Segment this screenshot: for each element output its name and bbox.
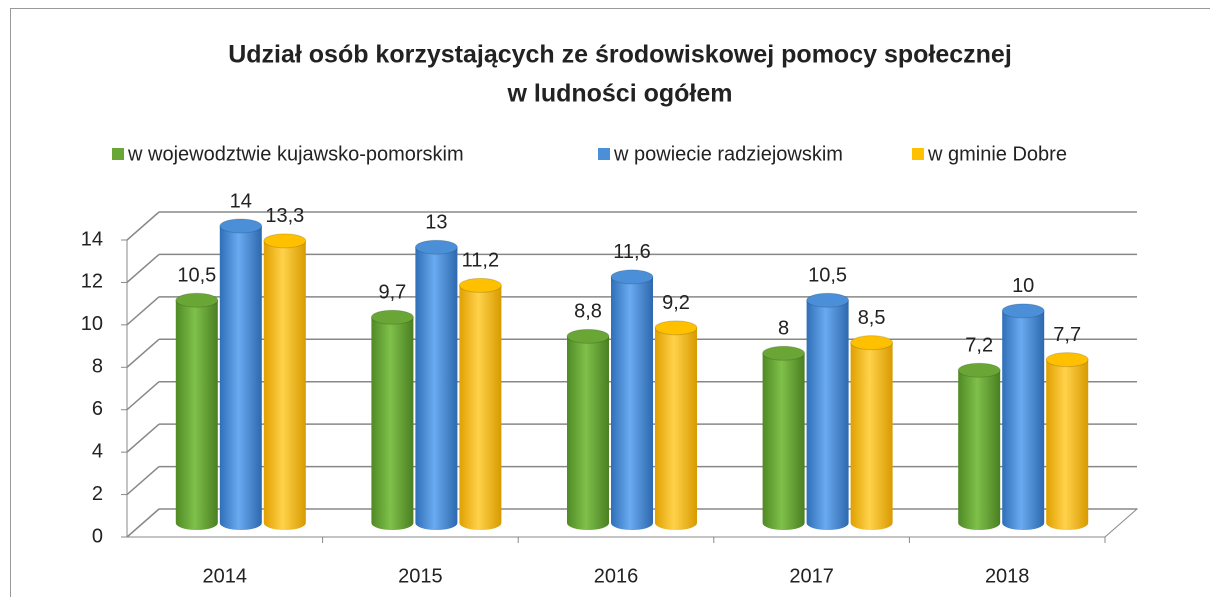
data-label: 10,5 xyxy=(808,265,847,287)
bar xyxy=(566,328,610,530)
bar xyxy=(1045,352,1089,530)
bar-top xyxy=(458,277,502,293)
bar-top xyxy=(806,292,850,308)
legend-swatch xyxy=(112,148,124,160)
legend-swatch xyxy=(912,148,924,160)
grid-line xyxy=(126,253,160,283)
bar-top xyxy=(1001,303,1045,319)
data-label: 14 xyxy=(230,190,252,212)
bar xyxy=(610,269,654,530)
data-label: 10,5 xyxy=(177,265,216,287)
bar-body xyxy=(567,336,609,530)
y-tick-label: 0 xyxy=(92,525,103,547)
bar xyxy=(370,309,414,530)
y-tick-label: 6 xyxy=(92,398,103,420)
grid-line xyxy=(126,508,160,538)
x-tick-label: 2015 xyxy=(398,565,443,587)
bar-top xyxy=(175,292,219,308)
y-tick-label: 14 xyxy=(81,228,103,250)
bar-top xyxy=(414,239,458,255)
data-label: 13 xyxy=(425,211,447,233)
bar-body xyxy=(655,327,697,530)
data-label: 7,7 xyxy=(1053,324,1081,346)
chart-title: Udział osób korzystających ze środowisko… xyxy=(228,41,1012,69)
bar xyxy=(458,277,502,530)
y-tick-label: 4 xyxy=(92,440,103,462)
y-tick-label: 10 xyxy=(81,313,103,335)
x-tick-label: 2017 xyxy=(789,565,834,587)
bar-body xyxy=(219,226,262,530)
bar xyxy=(957,362,1001,530)
grid-line xyxy=(126,466,160,496)
data-label: 8,5 xyxy=(858,307,886,329)
grid-line xyxy=(126,381,160,411)
bar-body xyxy=(371,317,414,530)
x-tick-label: 2014 xyxy=(203,565,248,587)
data-label: 7,2 xyxy=(965,335,993,357)
data-label: 10 xyxy=(1012,275,1034,297)
bar-body xyxy=(459,285,502,530)
bar-top xyxy=(1045,352,1089,368)
data-label: 13,3 xyxy=(265,205,304,227)
data-label: 9,2 xyxy=(662,292,690,314)
bar xyxy=(806,292,850,530)
y-tick-label: 8 xyxy=(92,356,103,378)
bar-top xyxy=(219,218,263,234)
bar-body xyxy=(806,300,849,530)
bar-top xyxy=(610,269,654,285)
bar-body xyxy=(175,300,218,530)
grid-line xyxy=(126,211,160,241)
data-label: 8 xyxy=(778,318,789,340)
y-tick-label: 12 xyxy=(81,271,103,293)
bar-body xyxy=(850,342,893,530)
bar-top xyxy=(957,362,1001,378)
bar xyxy=(762,345,806,530)
bar xyxy=(414,239,458,530)
bar-body xyxy=(1046,359,1089,530)
bar-top xyxy=(370,309,414,325)
grid-line xyxy=(126,338,160,368)
bar-top xyxy=(762,345,806,361)
legend-label: w gminie Dobre xyxy=(927,143,1067,165)
data-label: 11,6 xyxy=(613,241,650,263)
bar xyxy=(263,233,307,530)
bar-body xyxy=(1002,310,1045,530)
bar xyxy=(219,218,263,530)
data-label: 11,2 xyxy=(462,250,499,272)
bar-body xyxy=(415,247,458,530)
bar xyxy=(1001,303,1045,530)
bar-body xyxy=(611,276,653,530)
legend-swatch xyxy=(598,148,610,160)
bar xyxy=(654,320,698,530)
data-label: 9,7 xyxy=(378,282,406,304)
x-tick-label: 2018 xyxy=(985,565,1030,587)
grid-line xyxy=(126,423,160,453)
legend-label: w powiecie radziejowskim xyxy=(613,143,843,165)
bar xyxy=(850,335,894,530)
legend-label: w wojewodztwie kujawsko-pomorskim xyxy=(127,143,464,165)
bar-body xyxy=(958,370,1001,530)
grid-line xyxy=(126,296,160,326)
bar-top xyxy=(654,320,698,336)
x-tick-label: 2016 xyxy=(594,565,639,587)
chart-title: w ludności ogółem xyxy=(506,80,732,108)
bar xyxy=(175,292,219,530)
bar-top xyxy=(566,328,610,344)
data-label: 8,8 xyxy=(574,301,602,323)
y-tick-label: 2 xyxy=(92,483,103,505)
bar-body xyxy=(263,240,306,530)
bar-top xyxy=(263,233,307,249)
bar-top xyxy=(850,335,894,351)
bar-body xyxy=(762,353,805,530)
